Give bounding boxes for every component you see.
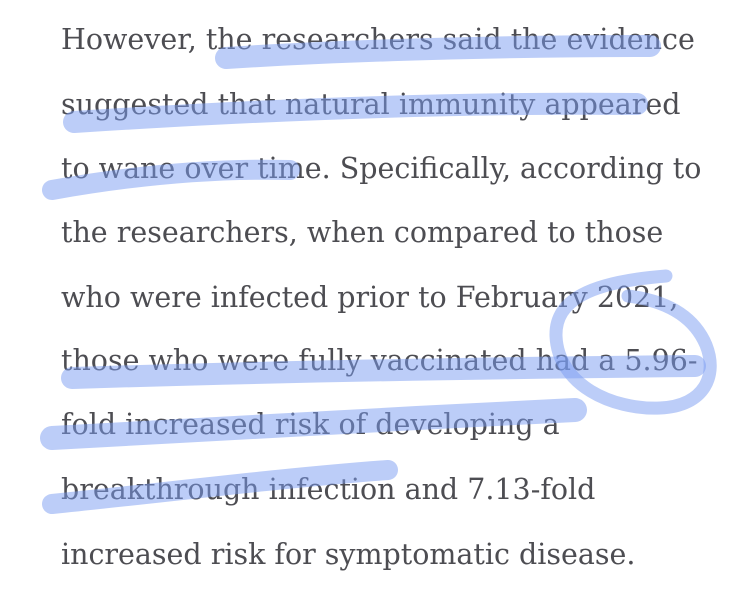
paragraph-line-9: increased risk for symptomatic disease. (61, 538, 636, 571)
paragraph-line-4: the researchers, when compared to those (61, 216, 664, 249)
paragraph-line-2: suggested that natural immunity appeared (61, 88, 681, 121)
paragraph-line-5: who were infected prior to February 2021… (61, 281, 679, 314)
paragraph-line-7: fold increased risk of developing a (61, 408, 560, 441)
paragraph-line-6: those who were fully vaccinated had a 5.… (61, 344, 698, 377)
paragraph-line-8: breakthrough infection and 7.13-fold (61, 473, 596, 506)
paragraph-line-1: However, the researchers said the eviden… (61, 23, 695, 56)
paragraph-line-3: to wane over time. Specifically, accordi… (61, 152, 702, 185)
